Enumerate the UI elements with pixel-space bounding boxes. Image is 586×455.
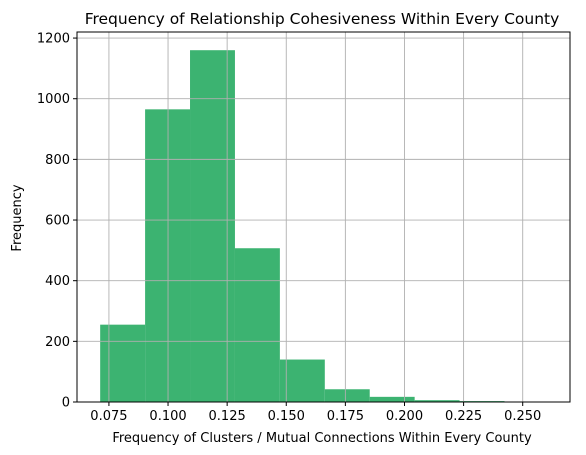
x-axis-ticks: 0.075 0.100 0.125 0.150 0.175 0.200 0.225 0.250 (90, 402, 541, 424)
y-axis-ticks: 0 200 400 600 800 1000 1200 (37, 32, 77, 411)
axes-frame (76, 31, 571, 403)
y-tick-label: 0 (62, 396, 70, 411)
histogram-bar (279, 359, 325, 402)
y-axis-label: Frequency (10, 184, 25, 251)
y-tick-label: 400 (45, 274, 70, 289)
x-tick-label: 0.125 (209, 409, 246, 424)
histogram-bar (145, 109, 191, 403)
x-tick-label: 0.100 (149, 409, 186, 424)
histogram-bar (100, 324, 146, 402)
plot-frame (76, 31, 571, 403)
chart-title: Frequency of Relationship Cohesiveness W… (85, 10, 560, 28)
histogram-bar (414, 400, 460, 402)
histogram-bars (100, 50, 550, 403)
x-tick-label: 0.150 (268, 409, 305, 424)
x-tick-label: 0.225 (445, 409, 482, 424)
histogram-bar (234, 248, 280, 402)
x-axis-label: Frequency of Clusters / Mutual Connectio… (112, 431, 532, 446)
x-tick-label: 0.175 (327, 409, 364, 424)
x-tick-label: 0.200 (386, 409, 423, 424)
histogram-bar (324, 389, 370, 402)
y-tick-label: 1200 (37, 32, 70, 47)
x-tick-label: 0.075 (90, 409, 127, 424)
y-tick-label: 200 (45, 335, 70, 350)
y-tick-label: 800 (45, 153, 70, 168)
y-tick-label: 600 (45, 214, 70, 229)
histogram-bar (369, 396, 415, 402)
y-tick-label: 1000 (37, 92, 70, 107)
x-tick-label: 0.250 (504, 409, 541, 424)
histogram-bar (190, 50, 235, 403)
